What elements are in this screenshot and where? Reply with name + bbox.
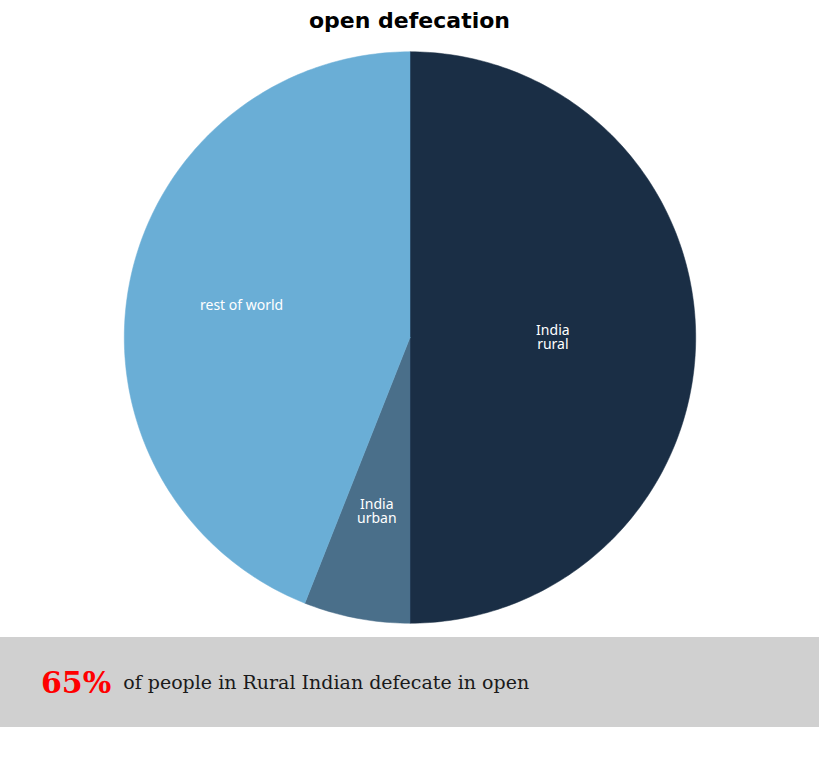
html-text:open defecation: open defecation xyxy=(309,8,510,33)
svg-text:Indiaurban: Indiaurban xyxy=(357,494,397,527)
svg-text:rest of world: rest of world xyxy=(200,295,283,314)
html-text:65% of people in Rural Indian: 65% of people in Rural Indian defecate i… xyxy=(41,664,530,700)
svg-text:Indiarural: Indiarural xyxy=(536,320,569,353)
